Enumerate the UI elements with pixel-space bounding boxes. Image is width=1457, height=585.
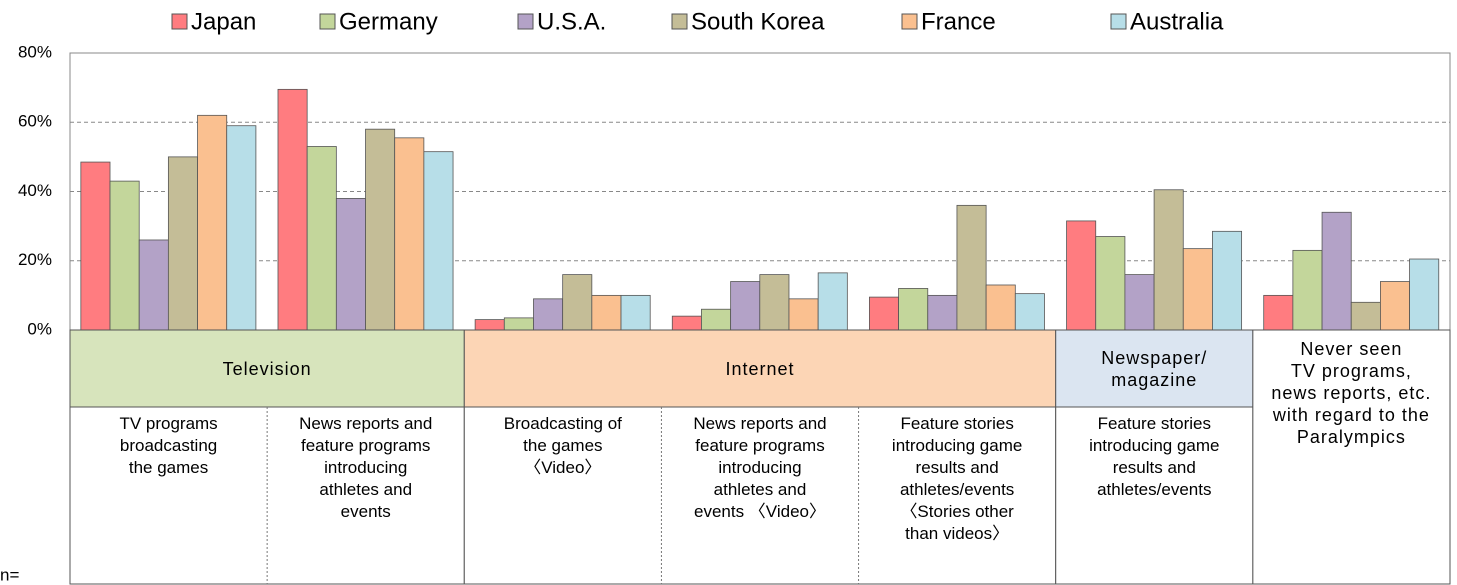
group-box [463,329,1057,408]
group-label: Internet [725,358,795,379]
bar [226,125,257,331]
bar [1066,220,1097,331]
y-tick-label: 0% [27,319,52,338]
bar [474,319,505,331]
bar [788,298,819,331]
bar [1292,249,1323,331]
bar [956,204,987,331]
bar [1212,230,1243,331]
bar [1321,211,1352,331]
group-box [1055,329,1254,408]
category-label: Feature stories introducing game results… [1089,414,1220,499]
bar [869,296,899,331]
group-label: Newspaper/ magazine [1101,347,1208,390]
bar [1182,248,1213,331]
y-tick-label: 60% [18,112,52,131]
bar [394,137,425,331]
bar [277,88,308,331]
bar [730,281,761,331]
group-label: Television [222,358,312,379]
category-box [463,406,1057,585]
legend-label: Australia [1130,8,1224,35]
category-label: Feature stories introducing game results… [891,414,1023,543]
bar [109,180,140,331]
bar [503,317,534,331]
legend-marker [901,13,918,30]
bar [817,272,848,331]
bar [167,156,198,331]
y-tick-label: 20% [18,250,52,269]
legend-marker [319,13,336,30]
bar [1409,258,1440,331]
group-label: Never seen TV programs, news reports, et… [1271,339,1432,447]
bar [138,239,169,331]
bar [80,161,111,331]
legend-marker [517,13,534,30]
bar [1380,281,1410,331]
note: n= [0,565,19,584]
bar [759,274,790,331]
category-label: News reports and feature programs introd… [693,414,827,521]
y-tick-label: 80% [18,42,52,61]
legend-marker [671,13,688,30]
bar [701,308,732,331]
bar [365,128,396,331]
category-label: TV programs broadcasting the games [119,414,218,477]
bar [197,114,228,331]
legend-marker [171,13,188,30]
bar [335,198,366,331]
group-box [69,329,465,408]
bar [620,294,651,331]
bar [985,284,1016,331]
bar [898,288,929,331]
category-label: Broadcasting of the games 〈Video〉 [503,414,622,477]
bar [1350,301,1381,331]
legend-label: France [921,8,996,35]
bar [671,315,702,331]
legend-label: U.S.A. [537,8,606,35]
bar [533,298,564,331]
legend-label: South Korea [691,8,825,35]
bar [927,294,958,331]
bar [562,274,593,331]
bar [1124,274,1155,331]
bar [423,151,454,331]
category-label: News reports and feature programs introd… [299,414,433,521]
category-box [1055,406,1254,585]
bar [306,146,337,331]
bar [1014,293,1045,331]
bar [1263,294,1294,331]
legend-label: Germany [339,8,438,35]
bar [1153,189,1184,331]
group-box [1252,329,1451,585]
legend-label: Japan [191,8,256,35]
legend-marker [1110,13,1127,30]
y-tick-label: 40% [18,181,52,200]
bar [591,294,622,331]
bar [1095,236,1126,331]
